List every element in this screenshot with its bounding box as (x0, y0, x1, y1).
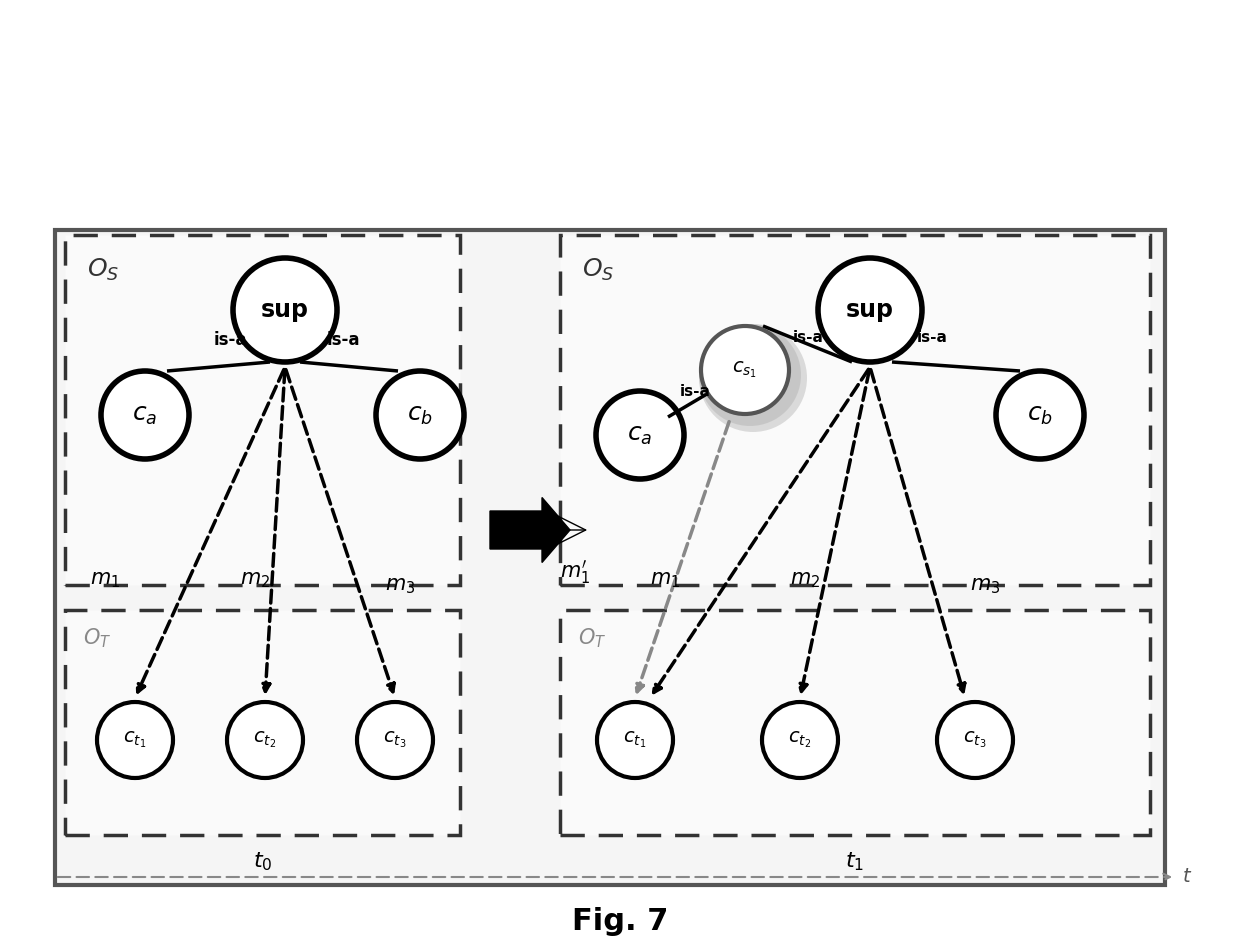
Bar (560, 610, 1149, 835)
Text: $c_{t_3}$: $c_{t_3}$ (963, 730, 987, 750)
Text: $t_1$: $t_1$ (846, 850, 864, 873)
Circle shape (701, 326, 789, 414)
Circle shape (763, 702, 838, 778)
Circle shape (357, 702, 433, 778)
Text: $c_{t_2}$: $c_{t_2}$ (789, 730, 811, 750)
Bar (55, 230, 1166, 885)
Text: is-a: is-a (326, 331, 360, 349)
Bar (64, 235, 460, 585)
Text: $c_{t_1}$: $c_{t_1}$ (123, 730, 146, 750)
Circle shape (699, 324, 807, 432)
Text: is-a: is-a (680, 385, 711, 400)
Circle shape (996, 371, 1084, 459)
Bar (64, 610, 460, 835)
Circle shape (699, 324, 801, 426)
Text: $t$: $t$ (1182, 867, 1192, 886)
Text: $c_{t_2}$: $c_{t_2}$ (253, 730, 277, 750)
Circle shape (97, 702, 174, 778)
Text: Fig. 7: Fig. 7 (572, 907, 668, 937)
Circle shape (233, 258, 337, 362)
Text: $c_{t_3}$: $c_{t_3}$ (383, 730, 407, 750)
Text: $m_2$: $m_2$ (239, 569, 270, 590)
Bar (560, 235, 1149, 585)
Text: $m_1$: $m_1$ (89, 569, 120, 590)
Text: $c_b$: $c_b$ (1027, 403, 1053, 427)
Text: is-a: is-a (792, 331, 823, 346)
Text: is-a: is-a (213, 331, 247, 349)
Text: $t_0$: $t_0$ (253, 850, 273, 873)
Text: $c_a$: $c_a$ (627, 423, 652, 447)
Text: $m_3$: $m_3$ (970, 576, 1001, 596)
Circle shape (227, 702, 303, 778)
Text: sup: sup (846, 298, 894, 322)
Text: $c_{t_1}$: $c_{t_1}$ (624, 730, 646, 750)
Text: $O_T$: $O_T$ (83, 626, 112, 650)
Text: $c_a$: $c_a$ (133, 403, 157, 427)
Text: $m_1'$: $m_1'$ (560, 559, 590, 586)
Text: $O_S$: $O_S$ (87, 257, 119, 283)
Circle shape (596, 702, 673, 778)
Text: sup: sup (260, 298, 309, 322)
Text: $m_3$: $m_3$ (384, 576, 415, 596)
Text: $O_T$: $O_T$ (578, 626, 606, 650)
Text: $O_S$: $O_S$ (582, 257, 614, 283)
Text: $m_2$: $m_2$ (790, 569, 820, 590)
Text: is-a: is-a (916, 331, 947, 346)
Circle shape (100, 371, 188, 459)
Circle shape (818, 258, 923, 362)
Circle shape (376, 371, 464, 459)
Text: $c_b$: $c_b$ (407, 403, 433, 427)
Text: $c_{s_1}$: $c_{s_1}$ (733, 360, 758, 380)
Circle shape (937, 702, 1013, 778)
Circle shape (596, 391, 684, 479)
Text: $m_1$: $m_1$ (650, 569, 680, 590)
FancyArrow shape (490, 498, 570, 562)
